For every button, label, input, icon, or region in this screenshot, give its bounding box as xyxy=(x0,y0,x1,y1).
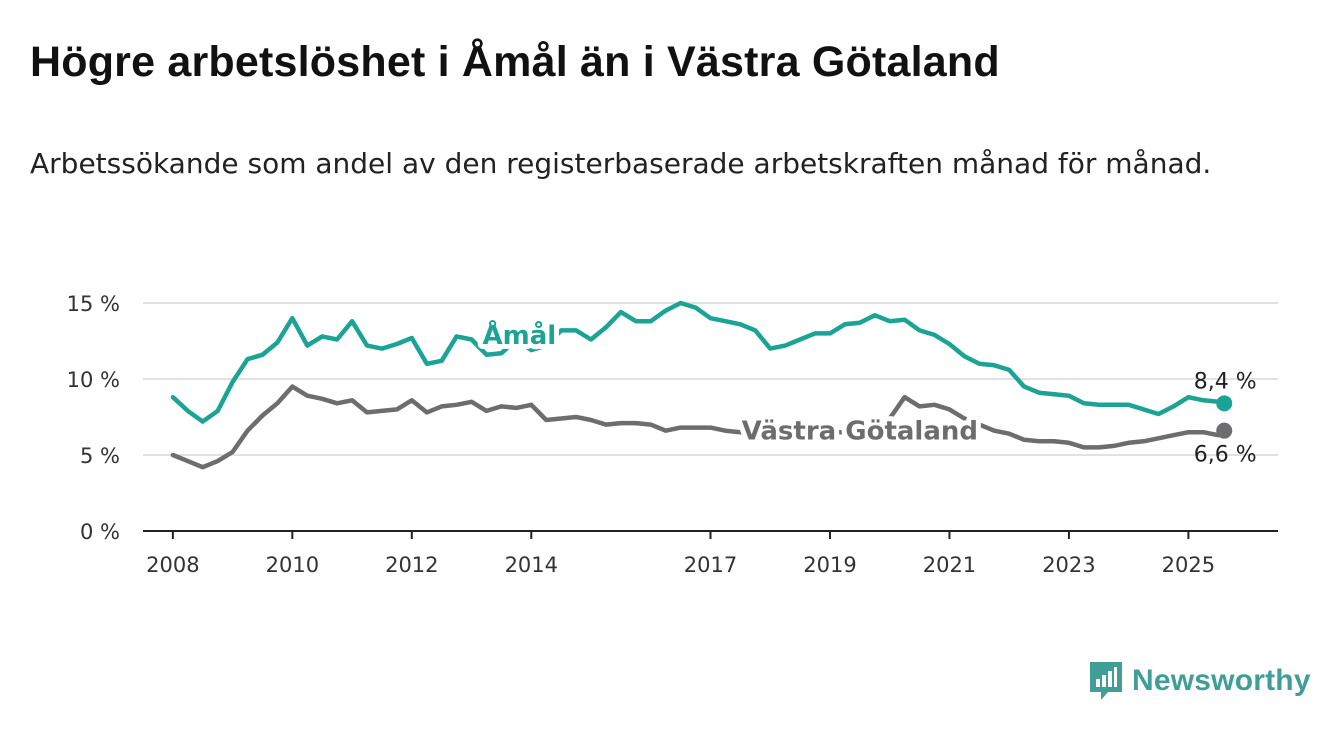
x-tick-label: 2008 xyxy=(146,553,199,577)
bar-chart-logo-icon xyxy=(1090,662,1122,700)
chart-title: Högre arbetslöshet i Åmål än i Västra Gö… xyxy=(30,38,1000,86)
series-end-point-0 xyxy=(1216,395,1233,412)
x-tick-label: 2014 xyxy=(505,553,558,577)
chart-subtitle: Arbetssökande som andel av den registerb… xyxy=(30,147,1212,180)
y-tick-label: 10 % xyxy=(67,368,120,392)
x-tick-label: 2025 xyxy=(1162,553,1215,577)
y-tick-label: 5 % xyxy=(80,444,120,468)
x-tick-label: 2010 xyxy=(266,553,319,577)
series-name-label-1: Västra Götaland xyxy=(742,417,978,447)
series-end-label-1: 6,6 % xyxy=(1194,443,1257,468)
x-tick-label: 2019 xyxy=(803,553,856,577)
series-line-0 xyxy=(170,300,1227,424)
x-tick-label: 2023 xyxy=(1042,553,1095,577)
y-tick-label: 15 % xyxy=(67,292,120,316)
x-tick-label: 2021 xyxy=(923,553,976,577)
series-end-point-1 xyxy=(1216,422,1233,439)
x-tick-label: 2012 xyxy=(385,553,438,577)
y-tick-label: 0 % xyxy=(80,520,120,544)
newsworthy-logo: Newsworthy xyxy=(1088,660,1311,702)
brand-name: Newsworthy xyxy=(1132,664,1311,697)
series-end-label-0: 8,4 % xyxy=(1194,369,1257,394)
x-tick-label: 2017 xyxy=(684,553,737,577)
series-name-label-0: Åmål xyxy=(483,319,557,351)
series-line-1 xyxy=(170,384,1227,470)
